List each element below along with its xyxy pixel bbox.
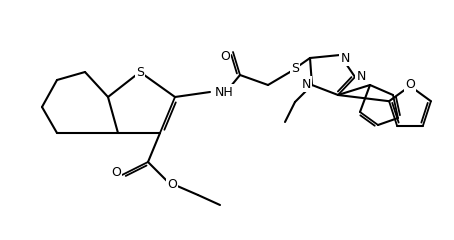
Text: O: O [405, 78, 415, 90]
Text: O: O [111, 167, 121, 180]
Text: NH: NH [215, 85, 234, 98]
Text: O: O [220, 49, 230, 62]
Text: N: N [356, 71, 365, 84]
Text: S: S [291, 62, 299, 76]
Text: S: S [136, 66, 144, 78]
Text: O: O [167, 178, 177, 191]
Text: N: N [340, 52, 350, 65]
Text: N: N [301, 78, 311, 90]
